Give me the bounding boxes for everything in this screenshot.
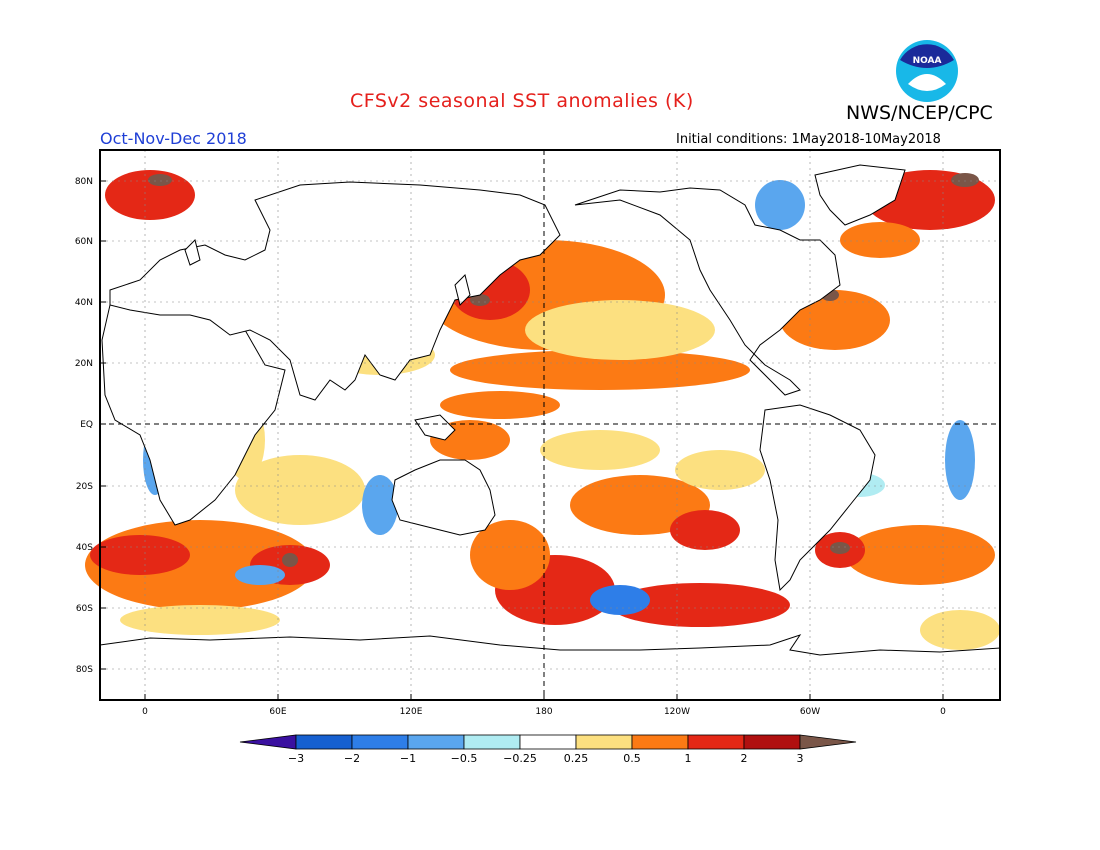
lat-label-eq: EQ — [80, 420, 93, 430]
anomaly-si-max — [282, 553, 298, 567]
colorbar-label-1: −2 — [344, 752, 360, 765]
anomaly-si-blue — [235, 565, 285, 585]
noaa-logo-text: NOAA — [913, 56, 942, 66]
colorbar-bin-3 — [407, 734, 465, 750]
colorbar-label-5: 0.25 — [564, 752, 589, 765]
longitude-labels: 0 60E 120E 180 120W 60W 0 — [142, 694, 946, 717]
lat-label-40s: 40S — [76, 543, 93, 553]
colorbar-label-3: −0.5 — [451, 752, 478, 765]
lat-label-60n: 60N — [75, 237, 93, 247]
colorbar-label-7: 1 — [685, 752, 692, 765]
colorbar-bin-7 — [631, 734, 689, 750]
chart-title: CFSv2 seasonal SST anomalies (K) — [350, 90, 694, 112]
land-antarctica — [99, 634, 1001, 701]
colorbar-label-4: −0.25 — [503, 752, 537, 765]
noaa-logo-sky — [900, 44, 954, 68]
anomaly-sa-warm-1 — [845, 525, 995, 585]
colorbar-bin-8 — [687, 734, 745, 750]
lon-label-5: 60W — [800, 707, 820, 717]
land-greenland — [814, 164, 906, 226]
anomaly-np-yellow — [525, 300, 715, 360]
latitude-labels: 80N 60N 40N 20N EQ 20S 40S 60S 80S — [75, 177, 106, 675]
anomaly-subtrop-warm — [450, 350, 750, 390]
anomaly-so-warm-2 — [610, 583, 790, 627]
anomaly-si-warm-2 — [90, 535, 190, 575]
land-indonesia — [414, 414, 456, 441]
anomaly-nordic-max — [148, 174, 172, 186]
anomaly-eqpac-warm — [440, 391, 560, 419]
anomaly-nordic-warm — [105, 170, 195, 220]
anomaly-sp-warm-2 — [670, 510, 740, 550]
anomaly-sa-south-yellow — [920, 610, 1000, 650]
land-japan — [454, 274, 471, 306]
lat-label-40n: 40N — [75, 298, 93, 308]
anomaly-kuroshio-max — [470, 294, 490, 306]
lat-label-20n: 20N — [75, 359, 93, 369]
lon-label-3: 180 — [535, 707, 552, 717]
season-label: Oct-Nov-Dec 2018 — [100, 129, 247, 148]
land-north-america — [574, 187, 841, 396]
map-grid — [100, 150, 1000, 700]
organization-label: NWS/NCEP/CPC — [846, 102, 993, 124]
colorbar-bin-1 — [295, 734, 353, 750]
colorbar-arrow-high — [799, 734, 857, 750]
anomaly-io-yellow — [235, 455, 365, 525]
lat-label-60s: 60S — [76, 604, 93, 614]
land-australia — [391, 459, 496, 536]
land-uk — [184, 239, 201, 266]
anomaly-arctic-max — [951, 173, 979, 187]
lat-label-80s: 80S — [76, 665, 93, 675]
anomaly-ep-yellow — [675, 450, 765, 490]
colorbar-label-6: 0.5 — [623, 752, 641, 765]
anomaly-trop-yellow — [540, 430, 660, 470]
anomaly-baffin-blue — [755, 180, 805, 230]
lon-label-1: 60E — [269, 707, 286, 717]
colorbar-arrow-low — [239, 734, 297, 750]
anomaly-aus-w-blue — [362, 475, 398, 535]
land-eurasia — [109, 181, 561, 401]
anomaly-tasman-warm — [470, 520, 550, 590]
lon-label-6: 0 — [940, 707, 946, 717]
colorbar-bin-2 — [351, 734, 409, 750]
noaa-logo: NOAA — [896, 40, 958, 102]
anomaly-brazil-blue — [945, 420, 975, 500]
anomaly-so-blue — [590, 585, 650, 615]
colorbar-bin-4 — [463, 734, 521, 750]
lon-label-0: 0 — [142, 707, 148, 717]
colorbar-label-0: −3 — [288, 752, 304, 765]
initial-conditions-label: Initial conditions: 1May2018-10May2018 — [676, 132, 941, 147]
anomaly-falkland-max — [830, 542, 850, 554]
anomaly-labrador-warm — [840, 222, 920, 258]
land-south-america — [759, 404, 876, 592]
landmasses — [99, 164, 1001, 701]
colorbar-bin-6 — [575, 734, 633, 750]
colorbar-bin-5 — [519, 734, 577, 750]
lon-label-2: 120E — [400, 707, 423, 717]
colorbar-label-8: 2 — [741, 752, 748, 765]
lat-label-80n: 80N — [75, 177, 93, 187]
colorbar-bin-9 — [743, 734, 801, 750]
anomaly-ant-yellow — [120, 605, 280, 635]
noaa-logo-gull — [908, 74, 946, 91]
lat-label-20s: 20S — [76, 482, 93, 492]
map-frame — [99, 149, 1001, 701]
colorbar-label-2: −1 — [400, 752, 416, 765]
lon-label-4: 120W — [664, 707, 690, 717]
colorbar-label-9: 3 — [797, 752, 804, 765]
